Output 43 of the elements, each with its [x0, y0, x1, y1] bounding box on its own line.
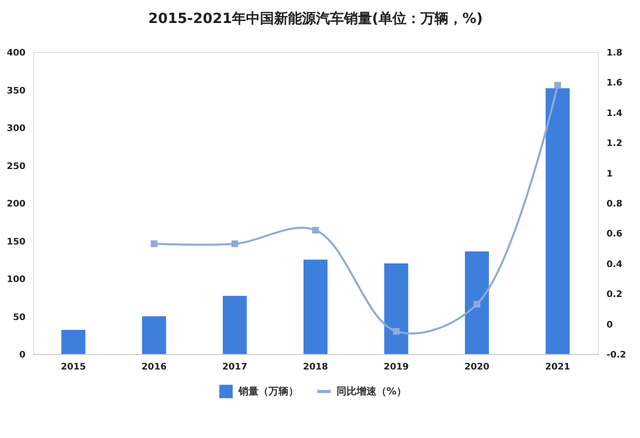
bar — [384, 263, 408, 354]
y-tick-label: 250 — [6, 162, 26, 172]
y-tick-label: 150 — [6, 237, 26, 248]
x-tick-label: 2020 — [464, 362, 490, 372]
y-tick-label: 350 — [6, 86, 26, 96]
y2-tick-label: 1.2 — [606, 139, 622, 150]
x-tick-label: 2019 — [384, 362, 409, 372]
y2-tick-label: 1.4 — [606, 108, 622, 119]
point — [554, 82, 561, 89]
point — [474, 300, 480, 308]
point — [392, 328, 400, 335]
y2-tick-label: 0.8 — [606, 200, 622, 210]
y-tick-label: 50 — [12, 312, 26, 323]
legend-label: 销量（万辆） — [238, 386, 298, 398]
y2-tick-label: 0.6 — [606, 230, 622, 240]
point — [312, 226, 319, 234]
bar — [222, 296, 247, 354]
y2-tick-label: 1.8 — [606, 48, 622, 58]
y-tick-label: 400 — [6, 48, 26, 58]
y2-tick-label: 0 — [606, 320, 613, 330]
point — [150, 240, 158, 248]
point — [231, 240, 238, 248]
y2-tick-label: 0.2 — [606, 290, 622, 300]
bar — [142, 316, 166, 354]
x-tick-label: 2017 — [222, 362, 248, 372]
y-tick-label: 0 — [19, 350, 26, 360]
y2-tick-label: 1 — [606, 169, 613, 180]
x-tick-label: 2021 — [545, 362, 570, 372]
bar — [464, 251, 489, 354]
y-tick-label: 300 — [6, 124, 26, 134]
y-tick-label: 100 — [6, 275, 26, 285]
legend-label: 同比增速（%） — [336, 386, 407, 398]
y2-tick-label: 1.6 — [606, 78, 622, 89]
bar — [304, 260, 328, 354]
bar — [546, 88, 570, 354]
y2-tick-label: -0.2 — [606, 350, 626, 360]
x-tick-label: 2018 — [302, 362, 328, 372]
chart-title: 2015-2021年中国新能源汽车销量(单位：万辆，%) — [148, 10, 483, 27]
bar — [61, 330, 86, 354]
y-tick-label: 200 — [6, 200, 26, 210]
y2-tick-label: 0.4 — [606, 260, 622, 270]
x-tick-label: 2016 — [142, 362, 167, 372]
x-tick-label: 2015 — [60, 362, 86, 372]
